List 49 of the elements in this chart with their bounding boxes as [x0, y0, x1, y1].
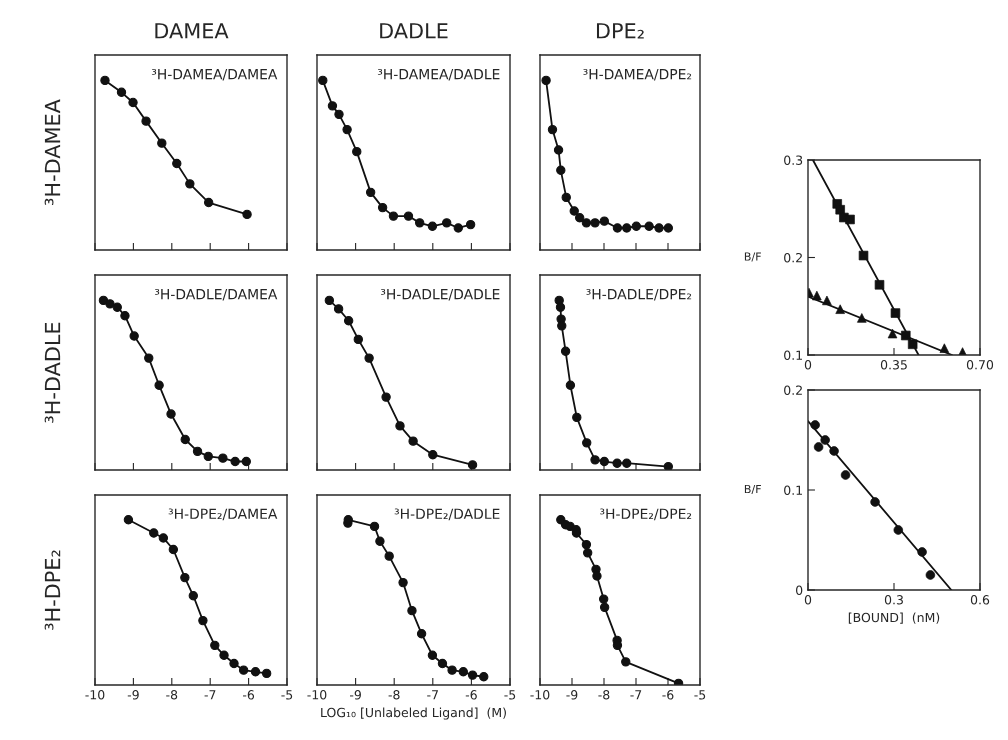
chart-title: DAMEA — [155, 23, 229, 39]
annotation: ³H-DADLE/DAMEA — [154, 288, 278, 301]
x-tick-label: -5 — [281, 690, 293, 700]
annotation: ³H-DPE₂/DAMEA — [168, 508, 278, 521]
y-tick-label: 0.2 — [784, 385, 802, 395]
x-tick-label: -8 — [388, 690, 400, 700]
y-tick-label: 0 — [796, 585, 803, 595]
x-axis-title: LOG₁₀ [Unlabeled Ligand] (M) — [321, 707, 506, 720]
x-tick-label: -7 — [630, 690, 642, 700]
y-tick-label: 0.2 — [784, 252, 802, 263]
x-tick-label: -5 — [504, 690, 516, 700]
x-tick-label: -7 — [204, 690, 216, 700]
annotation: ³H-DAMEA/DAMEA — [151, 68, 278, 81]
annotation: ³H-DPE₂/DPE₂ — [600, 508, 692, 521]
annotation: ³H-DAMEA/DPE₂ — [583, 68, 692, 81]
annotation: ³H-DPE₂/DADLE — [394, 508, 500, 521]
y-axis-title: B/F — [744, 252, 761, 262]
x-tick-label: -6 — [465, 690, 477, 700]
x-tick-label: -10 — [307, 690, 327, 700]
chart-title: DADLE — [380, 23, 448, 39]
x-tick-label: 0.70 — [966, 360, 994, 370]
x-tick-label: -5 — [694, 690, 706, 700]
y-tick-label: 0.3 — [784, 155, 803, 165]
x-tick-label: 0.3 — [884, 595, 903, 605]
x-axis-title: [BOUND] (nM) — [848, 612, 940, 624]
chart-title: DPE₂ — [596, 23, 644, 39]
x-tick-label: -9 — [566, 690, 578, 700]
y-tick-label: 0.1 — [784, 350, 802, 360]
y-axis-title: ³H-DADLE — [44, 322, 61, 423]
x-tick-label: -9 — [349, 690, 361, 700]
x-tick-label: -7 — [427, 690, 438, 700]
y-axis-title: ³H-DPE₂ — [44, 550, 61, 630]
y-axis-title: ³H-DAMEA — [44, 99, 61, 205]
x-tick-label: -8 — [166, 690, 178, 700]
x-tick-label: -8 — [598, 690, 610, 700]
x-tick-label: -10 — [85, 690, 105, 700]
annotation: ³H-DADLE/DPE₂ — [586, 288, 692, 301]
x-tick-label: 0 — [804, 595, 812, 605]
x-tick-label: -10 — [530, 690, 550, 700]
x-tick-label: -6 — [242, 690, 255, 700]
y-tick-label: 0.1 — [784, 485, 802, 495]
annotation: ³H-DAMEA/DADLE — [377, 68, 500, 81]
x-tick-label: 0.35 — [880, 360, 907, 370]
x-tick-label: 0 — [804, 360, 812, 370]
y-axis-title: B/F — [744, 484, 761, 495]
x-tick-label: -9 — [127, 690, 139, 700]
x-tick-label: -6 — [662, 690, 674, 700]
x-tick-label: 0.6 — [970, 595, 990, 605]
annotation: ³H-DADLE/DADLE — [380, 288, 500, 301]
